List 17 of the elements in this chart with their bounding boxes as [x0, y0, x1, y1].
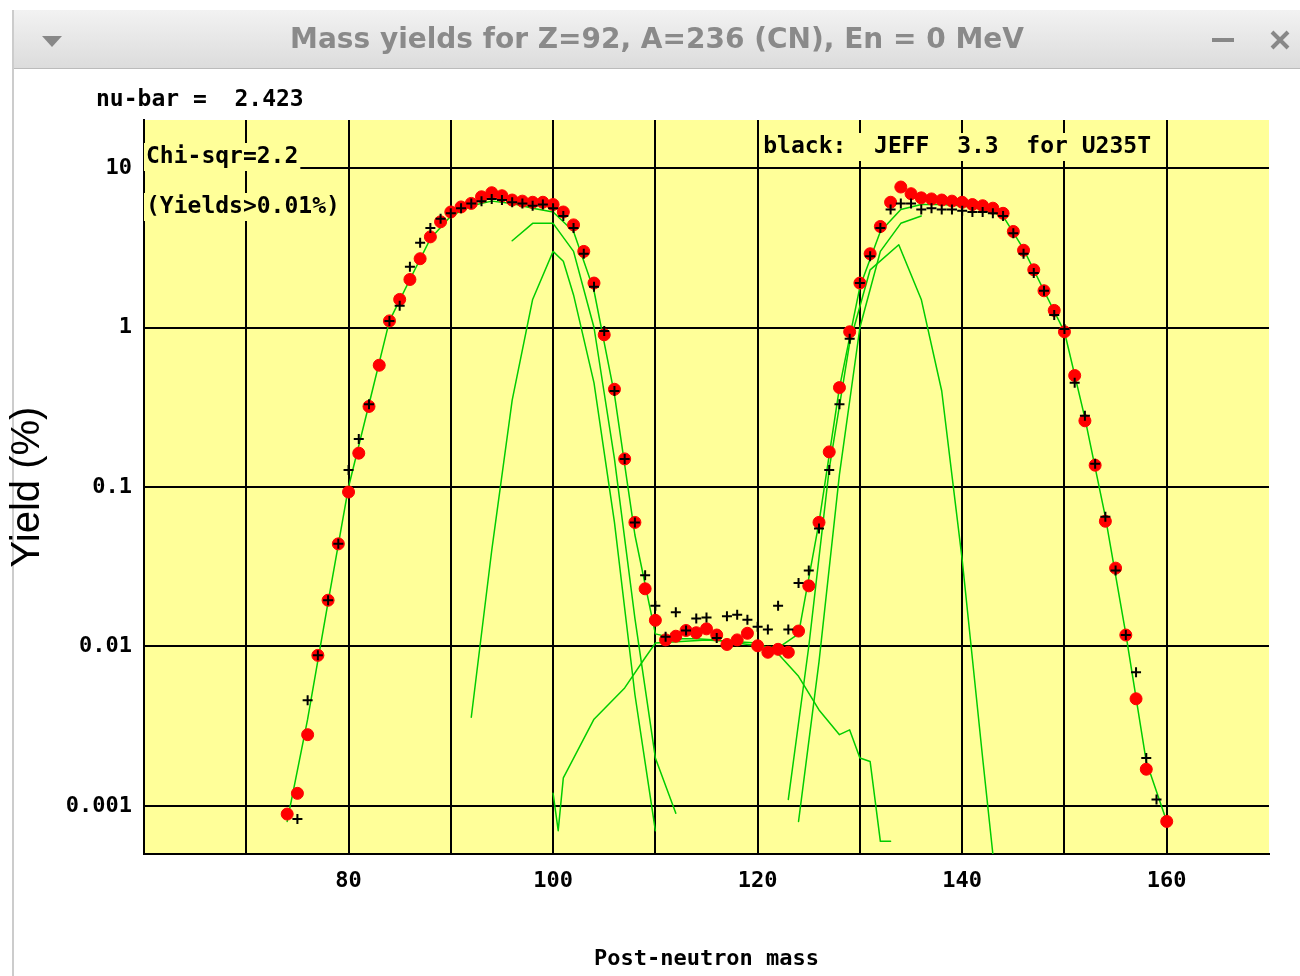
x-axis-title: Post-neutron mass — [593, 944, 820, 970]
x-tick-label: 140 — [942, 866, 983, 892]
y-axis-title: Yield (%) — [3, 406, 48, 568]
x-tick-label: 100 — [533, 866, 573, 892]
annotation: Chi-sqr=2.2 — [146, 141, 299, 168]
annotation: black: JEFF 3.3 for U235T — [763, 131, 1151, 158]
y-tick-label: 0.1 — [92, 472, 132, 498]
x-tick-label: 80 — [335, 866, 362, 892]
y-tick-label: 1 — [118, 313, 132, 339]
annotation: (Yields>0.01%) — [146, 191, 340, 218]
y-tick-label: 0.001 — [65, 791, 132, 817]
x-tick-label: 160 — [1146, 866, 1187, 892]
y-tick-label: 10 — [105, 153, 132, 179]
y-tick-label: 0.01 — [79, 632, 132, 658]
x-tick-label: 120 — [737, 866, 778, 892]
text: nu-bar = 2.423 — [96, 84, 304, 111]
chart-title: Mass yields for Z=92, A=236 (CN), En = 0 MeV — [289, 22, 1025, 55]
